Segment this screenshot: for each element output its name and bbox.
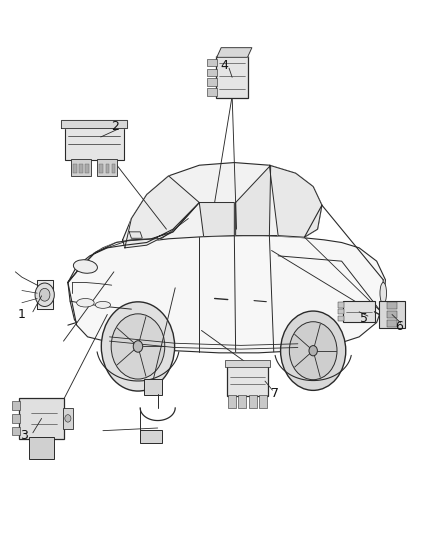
Text: 6: 6 xyxy=(396,320,403,333)
Polygon shape xyxy=(129,232,142,238)
Text: 2: 2 xyxy=(111,120,119,133)
Circle shape xyxy=(281,311,346,390)
Polygon shape xyxy=(217,48,252,58)
Text: 7: 7 xyxy=(271,387,279,400)
Text: 4: 4 xyxy=(220,59,228,71)
Bar xyxy=(387,302,397,309)
Text: 5: 5 xyxy=(360,312,368,325)
Circle shape xyxy=(101,302,175,391)
Polygon shape xyxy=(68,203,199,282)
Polygon shape xyxy=(269,165,322,237)
Bar xyxy=(207,69,217,76)
FancyBboxPatch shape xyxy=(228,395,236,408)
Bar xyxy=(338,316,344,321)
Ellipse shape xyxy=(380,282,387,304)
Bar xyxy=(207,78,217,86)
Polygon shape xyxy=(123,163,322,248)
Circle shape xyxy=(133,341,143,352)
Bar xyxy=(338,309,344,314)
Circle shape xyxy=(39,288,50,301)
Circle shape xyxy=(65,415,71,422)
Bar xyxy=(12,427,20,435)
Circle shape xyxy=(35,283,54,306)
FancyBboxPatch shape xyxy=(216,56,248,98)
FancyBboxPatch shape xyxy=(249,395,257,408)
Circle shape xyxy=(309,345,318,356)
Bar xyxy=(79,164,83,173)
Polygon shape xyxy=(61,120,127,128)
FancyBboxPatch shape xyxy=(29,437,54,459)
Ellipse shape xyxy=(379,308,385,321)
Bar xyxy=(12,401,20,410)
Bar xyxy=(338,302,344,308)
Polygon shape xyxy=(68,338,385,365)
FancyBboxPatch shape xyxy=(19,398,64,439)
Text: 3: 3 xyxy=(20,430,28,442)
Bar xyxy=(207,88,217,96)
FancyBboxPatch shape xyxy=(225,359,270,367)
Bar xyxy=(106,164,109,173)
FancyBboxPatch shape xyxy=(63,408,73,429)
Bar xyxy=(12,414,20,423)
Polygon shape xyxy=(37,280,53,309)
Polygon shape xyxy=(68,236,385,353)
Circle shape xyxy=(290,322,337,379)
Bar xyxy=(73,164,77,173)
FancyBboxPatch shape xyxy=(71,159,91,176)
Polygon shape xyxy=(125,176,199,248)
Bar xyxy=(387,311,397,318)
FancyBboxPatch shape xyxy=(97,159,117,176)
FancyBboxPatch shape xyxy=(227,366,268,397)
Bar xyxy=(112,164,115,173)
Ellipse shape xyxy=(74,260,97,273)
FancyBboxPatch shape xyxy=(140,430,162,443)
FancyBboxPatch shape xyxy=(65,127,124,160)
Bar xyxy=(99,164,103,173)
FancyBboxPatch shape xyxy=(238,395,246,408)
FancyBboxPatch shape xyxy=(259,395,267,408)
Circle shape xyxy=(111,314,165,379)
Bar xyxy=(207,59,217,67)
Ellipse shape xyxy=(95,302,110,308)
FancyBboxPatch shape xyxy=(343,301,375,322)
FancyBboxPatch shape xyxy=(144,379,162,395)
Bar xyxy=(85,164,89,173)
Polygon shape xyxy=(236,165,271,236)
Polygon shape xyxy=(199,203,234,237)
Text: 1: 1 xyxy=(18,308,26,321)
FancyBboxPatch shape xyxy=(379,301,405,328)
Ellipse shape xyxy=(77,298,94,307)
Bar xyxy=(387,320,397,327)
